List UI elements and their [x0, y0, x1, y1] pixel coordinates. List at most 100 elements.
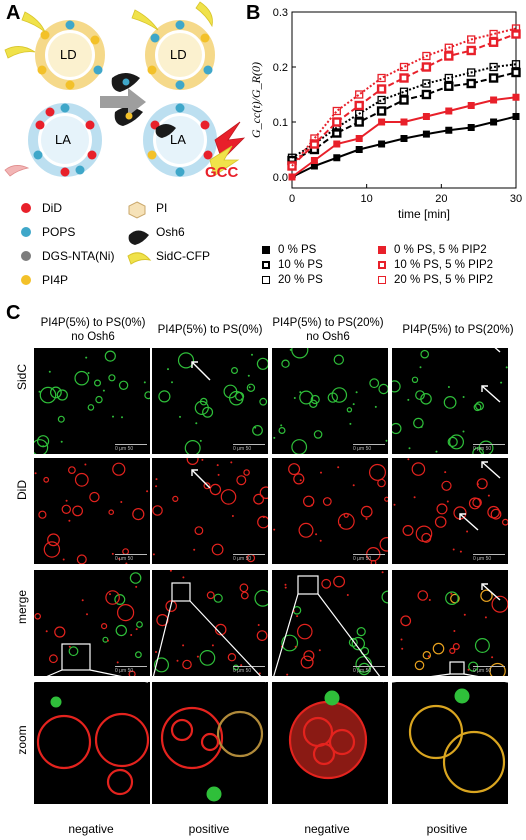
data-point — [489, 29, 498, 39]
row-label-zoom: zoom — [15, 725, 29, 755]
data-point — [376, 106, 387, 116]
row-label-sidc: SidC — [15, 364, 29, 391]
data-point — [378, 140, 386, 148]
data-point — [467, 102, 475, 109]
data-point — [287, 161, 297, 171]
y-tick-label: 0.3 — [273, 7, 288, 19]
scalebar: 0 μm 50 — [353, 554, 385, 562]
x-axis-label: time [min] — [398, 207, 450, 221]
osh6-icon — [128, 230, 149, 245]
data-point — [287, 153, 297, 162]
data-point — [466, 45, 476, 56]
micrograph-merge-1: 0 μm 50 — [34, 570, 150, 676]
data-point — [400, 118, 408, 126]
data-point — [333, 154, 341, 162]
legend-pi: PI — [156, 201, 168, 215]
data-point — [445, 107, 453, 115]
legend-pi4p: PI4P — [42, 273, 69, 287]
legend-osh6: Osh6 — [156, 225, 185, 239]
data-point — [310, 134, 319, 143]
series-line-2 — [291, 63, 517, 159]
data-point — [310, 162, 318, 170]
sidc-flashes — [4, 1, 246, 177]
scalebar: 0 μm 50 — [233, 444, 265, 452]
data-point — [355, 146, 363, 153]
data-point — [422, 79, 431, 88]
result-label-3: negative — [304, 822, 350, 836]
data-point — [422, 113, 430, 120]
data-point — [355, 90, 364, 99]
micrograph-zoom-4 — [392, 682, 508, 804]
scalebar: 0 μm 50 — [115, 666, 147, 674]
pi-icon — [128, 201, 146, 219]
y-tick-label: 0.0 — [273, 172, 288, 184]
pi4p-icon — [21, 275, 31, 285]
y-tick-label: 0.1 — [273, 117, 288, 129]
data-point — [512, 113, 520, 120]
micrograph-merge-3: 0 μm 50 — [272, 570, 388, 676]
schematic-diagram — [4, 1, 246, 177]
legend-item: 0 % PS — [262, 244, 316, 256]
data-point — [445, 126, 453, 134]
micrograph-sidc-1: 0 μm 50 — [34, 348, 150, 454]
la-label-left: LA — [55, 132, 71, 147]
legend-pops: POPS — [42, 225, 76, 239]
micrograph-zoom-2 — [152, 682, 268, 804]
schematic-legend-icons — [21, 201, 152, 285]
data-point — [489, 62, 498, 72]
data-point — [310, 157, 318, 164]
data-point — [512, 93, 520, 101]
pops-icon — [21, 227, 31, 237]
data-point — [355, 135, 363, 142]
data-point — [511, 29, 521, 39]
micrograph-sidc-3: 0 μm 50 — [272, 348, 388, 454]
micrograph-did-4: 0 μm 50 — [392, 458, 508, 564]
x-tick-label: 20 — [435, 193, 447, 205]
dgs-icon — [21, 251, 31, 261]
data-point — [511, 24, 521, 33]
data-point — [399, 73, 409, 83]
series-line-1 — [291, 71, 517, 162]
legend-marker — [262, 246, 270, 254]
data-point — [467, 124, 475, 131]
col-head-1: PI4P(5%) to PS(0%) no Osh6 — [40, 317, 146, 343]
ld-label-left: LD — [60, 47, 77, 62]
la-label-right: LA — [170, 132, 186, 147]
scalebar: 0 μm 50 — [233, 666, 265, 674]
row-label-did: DiD — [15, 480, 29, 500]
data-point — [421, 89, 432, 100]
legend-item: 10 % PS, 5 % PIP2 — [378, 259, 493, 271]
result-label-4: positive — [426, 822, 468, 836]
micrograph-zoom-1 — [34, 682, 150, 804]
data-point — [511, 67, 521, 78]
legend-text: 0 % PS — [278, 244, 317, 256]
data-point — [333, 140, 341, 148]
micrograph-merge-2: 0 μm 50 — [152, 570, 268, 676]
y-axis-label: G_cc(t)/G_R(0) — [249, 62, 263, 138]
micrograph-sidc-4: 0 μm 50 — [392, 348, 508, 454]
data-point — [444, 81, 454, 91]
panel-a-letter: A — [6, 2, 21, 24]
legend-item: 20 % PS, 5 % PIP2 — [378, 274, 493, 286]
panel-b-letter: B — [246, 2, 261, 24]
legend-item: 20 % PS — [262, 274, 323, 286]
scalebar: 0 μm 50 — [473, 554, 505, 562]
chart-legend: 0 % PS 10 % PS 20 % PS 0 % PS, 5 % PIP2 10 %… — [262, 244, 526, 294]
col-head-4: PI4P(5%) to PS(20%) — [402, 324, 514, 336]
data-point — [490, 118, 498, 126]
data-point — [488, 37, 499, 47]
data-point — [399, 87, 409, 96]
micrograph-zoom-3 — [272, 682, 388, 804]
x-tick-label: 30 — [510, 193, 522, 205]
legend-marker — [262, 261, 270, 269]
legend-text: 10 % PS, 5 % PIP2 — [394, 259, 494, 271]
scalebar: 0 μm 50 — [233, 554, 265, 562]
micrograph-merge-4: 0 μm 50 — [392, 570, 508, 676]
sidc-icon — [127, 252, 152, 265]
legend-sidc: SidC-CFP — [156, 249, 211, 263]
data-point — [399, 95, 409, 105]
x-tick-label: 0 — [289, 193, 295, 205]
data-point — [444, 73, 453, 83]
data-point — [466, 78, 476, 89]
legend-text: 0 % PS, 5 % PIP2 — [394, 244, 487, 256]
